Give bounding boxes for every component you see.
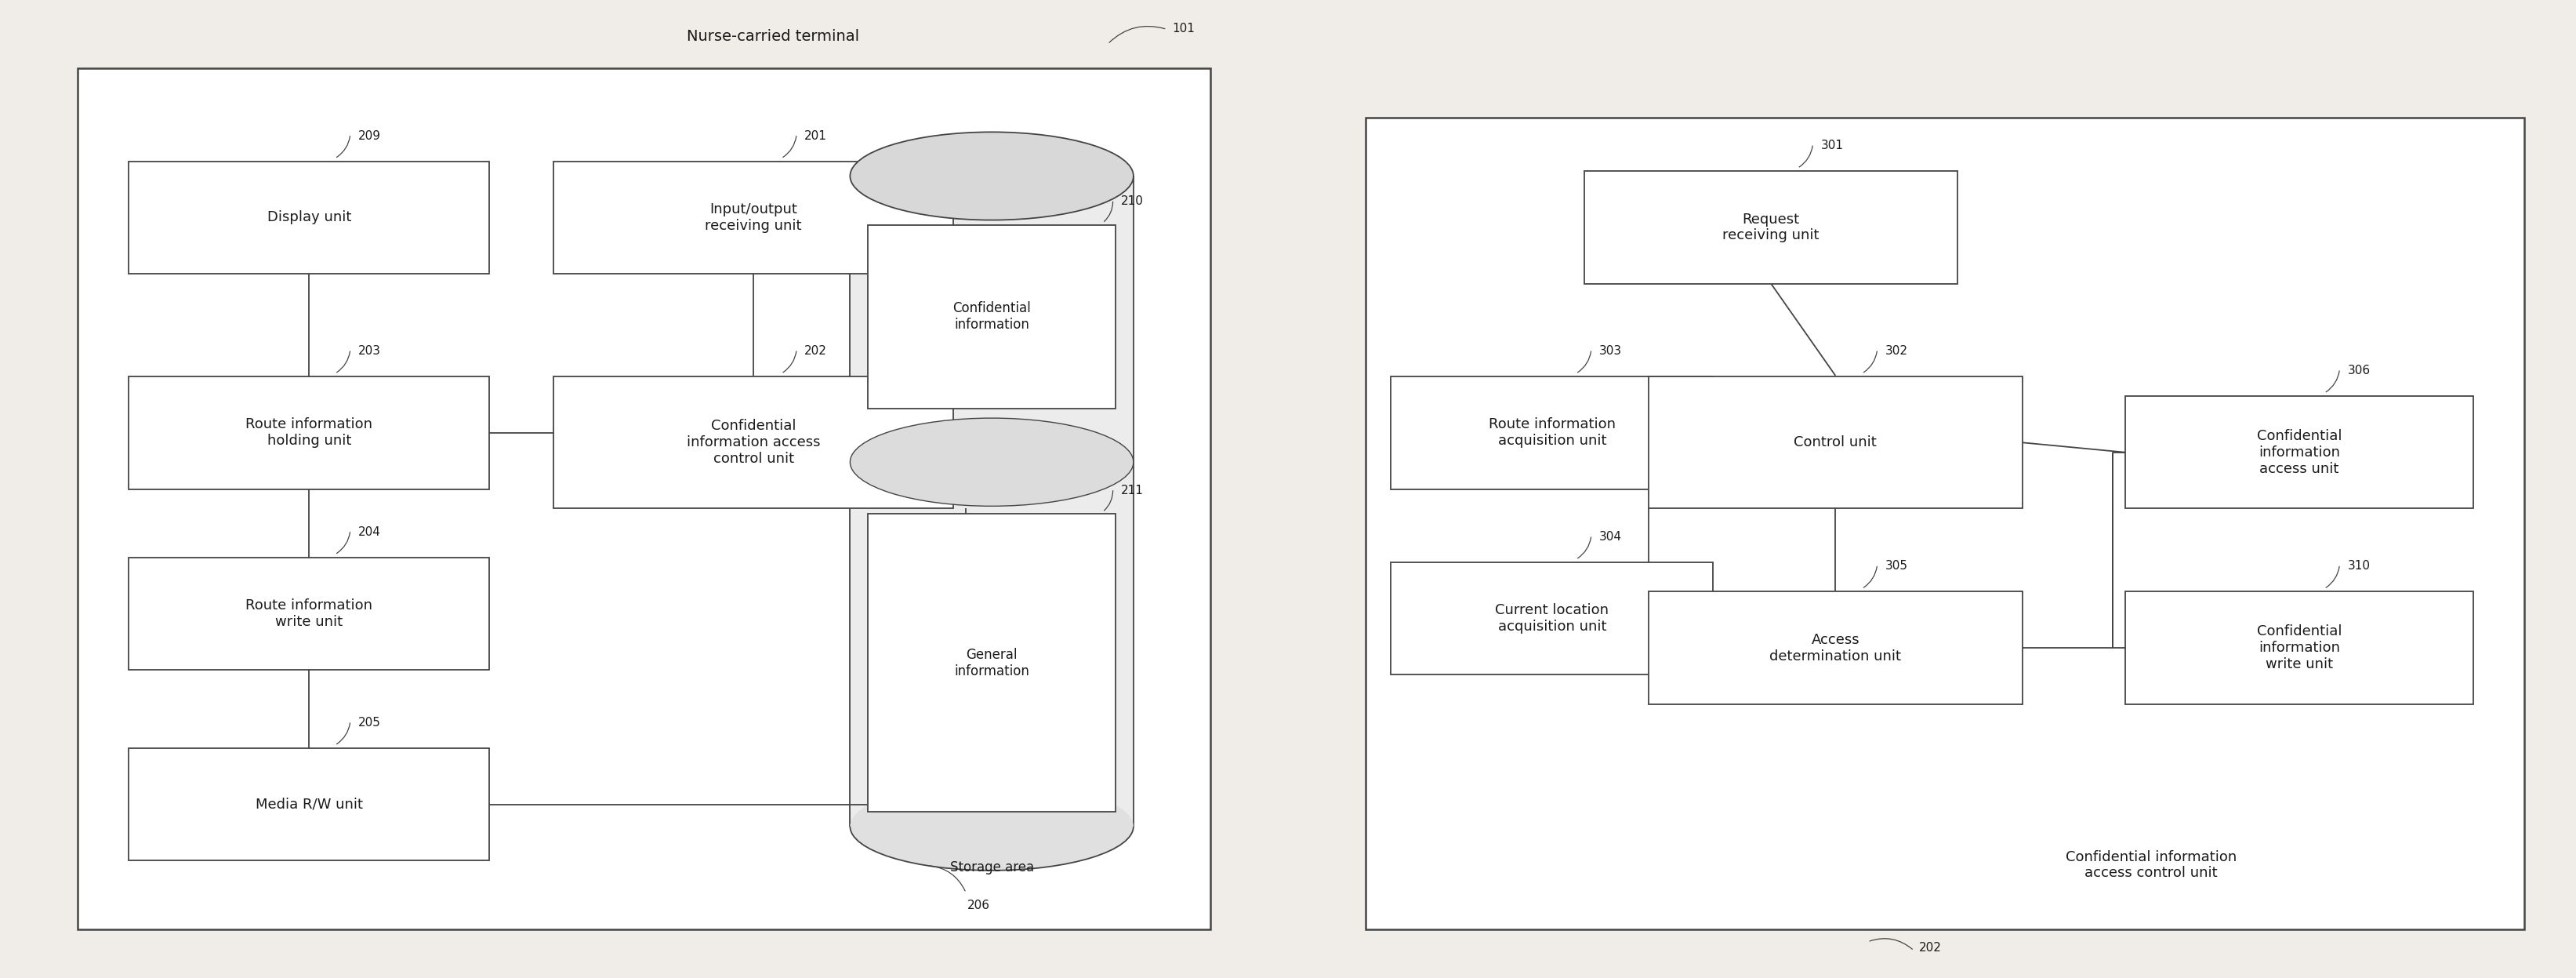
Text: Control unit: Control unit (1793, 435, 1878, 450)
FancyBboxPatch shape (1365, 117, 2524, 929)
Text: 202: 202 (1919, 942, 1942, 954)
Text: 205: 205 (358, 717, 381, 729)
FancyBboxPatch shape (1391, 562, 1713, 675)
Text: 310: 310 (2347, 560, 2370, 572)
Text: Input/output
receiving unit: Input/output receiving unit (706, 202, 801, 233)
Ellipse shape (850, 132, 1133, 220)
Text: 305: 305 (1886, 560, 1909, 572)
Text: Current location
acquisition unit: Current location acquisition unit (1494, 603, 1610, 634)
FancyBboxPatch shape (2125, 396, 2473, 509)
Text: Display unit: Display unit (268, 210, 350, 225)
FancyBboxPatch shape (554, 377, 953, 509)
Ellipse shape (850, 419, 1133, 507)
Text: Confidential
information
write unit: Confidential information write unit (2257, 625, 2342, 671)
Text: General
information: General information (953, 647, 1030, 678)
FancyBboxPatch shape (129, 557, 489, 670)
Text: Route information
write unit: Route information write unit (245, 599, 374, 629)
FancyBboxPatch shape (2125, 592, 2473, 704)
FancyBboxPatch shape (868, 514, 1115, 812)
Text: 211: 211 (1121, 484, 1144, 496)
Polygon shape (850, 176, 1133, 826)
Text: 203: 203 (358, 345, 381, 357)
Text: 209: 209 (358, 130, 381, 142)
FancyBboxPatch shape (1391, 377, 1713, 489)
Text: 306: 306 (2347, 365, 2370, 377)
FancyBboxPatch shape (1584, 171, 1958, 284)
Text: 210: 210 (1121, 196, 1144, 207)
Text: Confidential
information access
control unit: Confidential information access control … (688, 420, 819, 466)
FancyBboxPatch shape (129, 161, 489, 274)
Text: Route information
acquisition unit: Route information acquisition unit (1489, 418, 1615, 448)
Text: 204: 204 (358, 526, 381, 538)
Text: Media R/W unit: Media R/W unit (255, 797, 363, 812)
Text: 304: 304 (1600, 531, 1623, 543)
FancyBboxPatch shape (554, 161, 953, 274)
FancyBboxPatch shape (1649, 592, 2022, 704)
Text: Nurse-carried terminal: Nurse-carried terminal (688, 29, 858, 44)
Text: 302: 302 (1886, 345, 1909, 357)
Text: Request
receiving unit: Request receiving unit (1723, 212, 1819, 243)
Text: 202: 202 (804, 345, 827, 357)
Text: 303: 303 (1600, 345, 1623, 357)
Text: 301: 301 (1821, 140, 1844, 152)
FancyBboxPatch shape (868, 225, 1115, 409)
Text: 101: 101 (1172, 22, 1195, 34)
Ellipse shape (850, 782, 1133, 870)
Text: Storage area: Storage area (951, 861, 1033, 874)
Text: Route information
holding unit: Route information holding unit (245, 418, 374, 448)
Text: Access
determination unit: Access determination unit (1770, 633, 1901, 663)
Text: Confidential
information
access unit: Confidential information access unit (2257, 429, 2342, 475)
Text: Confidential information
access control unit: Confidential information access control … (2066, 850, 2236, 880)
Text: 201: 201 (804, 130, 827, 142)
FancyBboxPatch shape (129, 377, 489, 489)
FancyBboxPatch shape (77, 68, 1211, 929)
Text: Confidential
information: Confidential information (953, 301, 1030, 332)
FancyBboxPatch shape (129, 748, 489, 861)
Text: 206: 206 (969, 900, 989, 911)
FancyBboxPatch shape (1649, 377, 2022, 509)
